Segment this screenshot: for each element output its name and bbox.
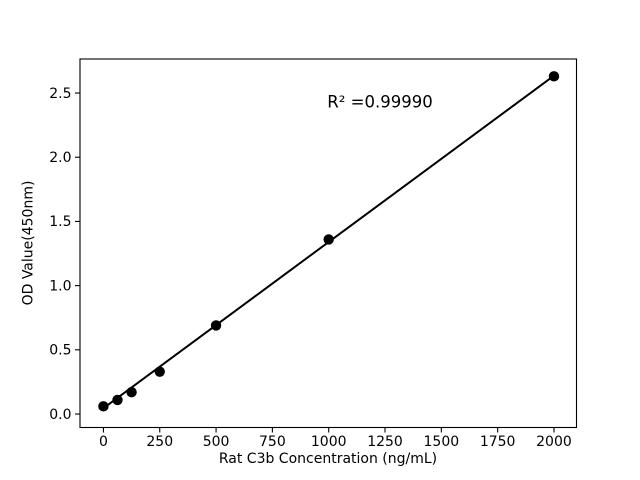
y-tick-label: 2.5 [49, 86, 71, 102]
x-tick-label: 1000 [311, 434, 347, 450]
data-point [210, 320, 222, 331]
r-squared-annotation: R² =0.99990 [327, 92, 433, 112]
data-point [98, 401, 109, 412]
data-point [112, 394, 123, 406]
data-point [323, 234, 334, 245]
x-axis-title: Rat C3b Concentration (ng/mL) [218, 451, 438, 467]
x-tick-label: 750 [259, 434, 286, 450]
x-tick-label: 0 [99, 434, 108, 450]
x-tick-label: 1250 [367, 434, 403, 450]
y-axis-title: OD Value(450nm) [20, 180, 37, 306]
x-tick-label: 1500 [424, 434, 460, 450]
y-tick-label: 1.0 [49, 278, 71, 294]
x-tick-label: 250 [146, 434, 173, 450]
y-tick-label: 0.5 [49, 343, 71, 359]
x-tick-label: 1750 [480, 434, 516, 450]
data-point [548, 71, 560, 82]
x-tick-label: 500 [203, 434, 230, 450]
x-tick-label: 2000 [536, 434, 572, 450]
data-point [154, 366, 165, 377]
plot-border [79, 58, 578, 429]
data-point [126, 386, 137, 398]
y-tick-label: 1.5 [49, 214, 71, 230]
y-tick-label: 2.0 [49, 150, 71, 166]
y-tick-label: 0.0 [49, 407, 71, 423]
